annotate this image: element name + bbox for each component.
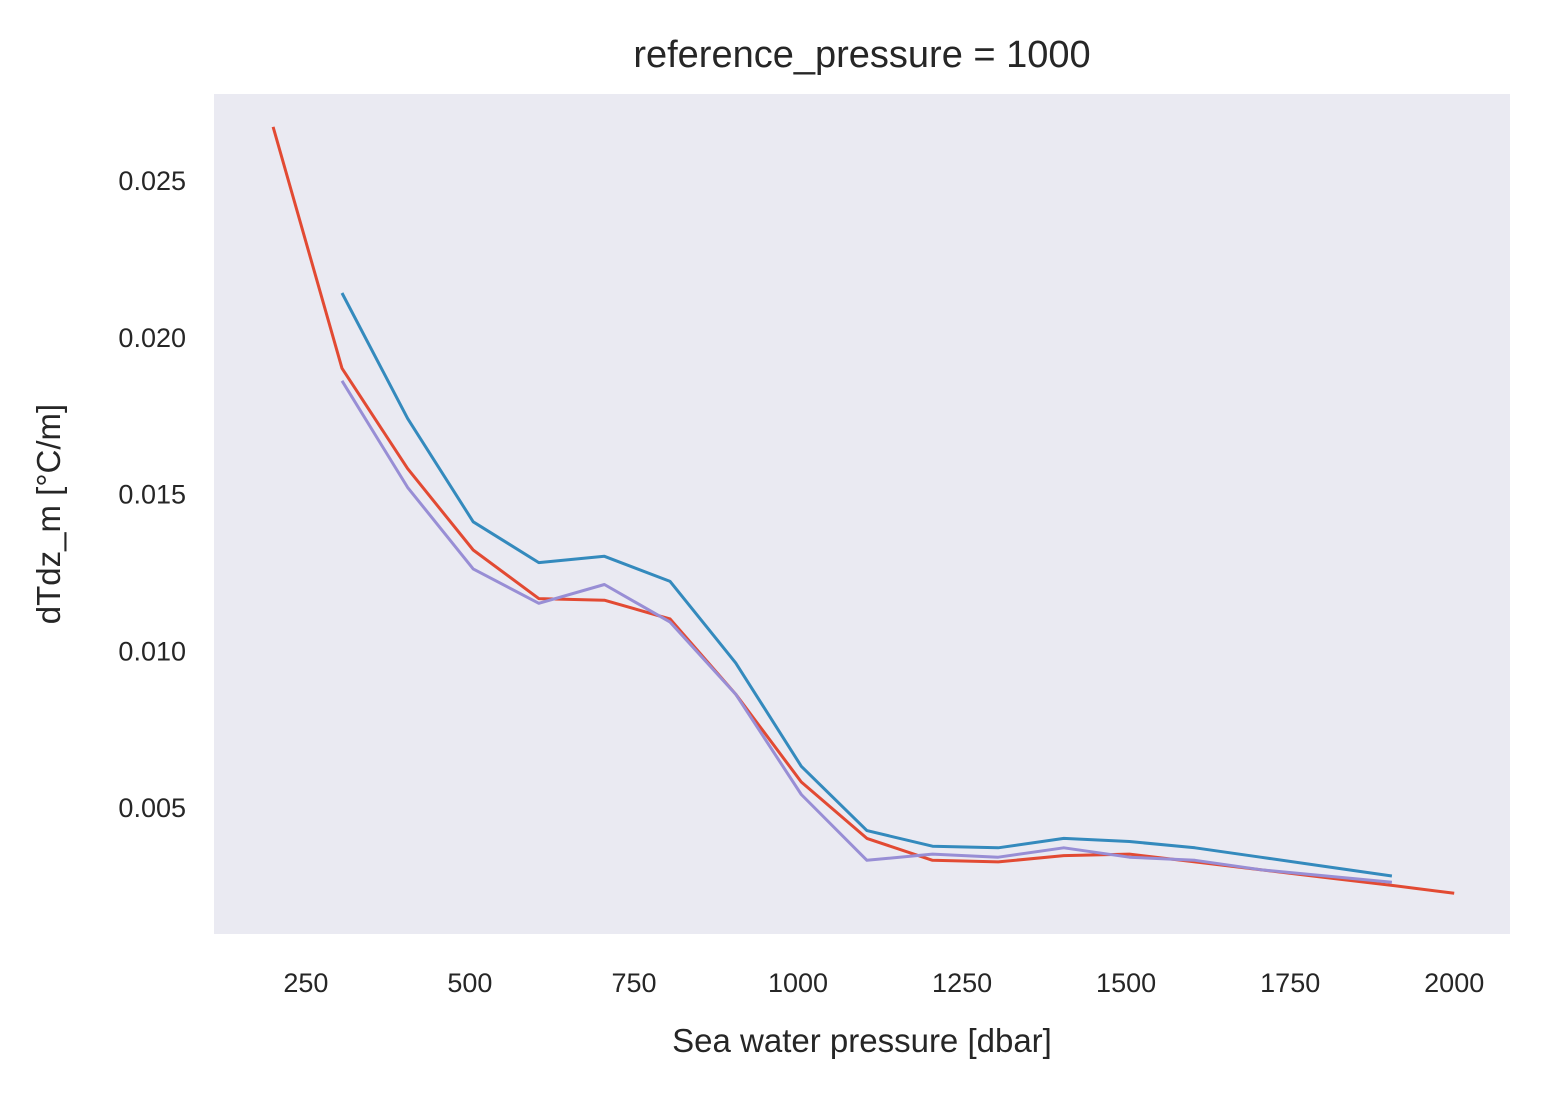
series-layer [271, 126, 1455, 895]
x-axis-ticks: 250 500 750 1000 1250 1500 1750 2000 [283, 968, 1484, 998]
series-line-purple [340, 380, 1393, 884]
y-tick-label: 0.010 [118, 636, 186, 666]
chart-title: reference_pressure = 1000 [633, 34, 1090, 76]
y-axis-ticks: 0.005 0.010 0.015 0.020 0.025 [118, 166, 186, 823]
plot-background [214, 94, 1510, 934]
x-tick-label: 750 [611, 968, 656, 998]
x-tick-label: 2000 [1424, 968, 1484, 998]
y-tick-label: 0.020 [118, 323, 186, 353]
y-tick-label: 0.025 [118, 166, 186, 196]
y-tick-label: 0.005 [118, 793, 186, 823]
y-tick-label: 0.015 [118, 480, 186, 510]
x-tick-label: 1500 [1096, 968, 1156, 998]
x-tick-label: 1000 [768, 968, 828, 998]
x-tick-label: 500 [447, 968, 492, 998]
x-tick-label: 1250 [932, 968, 992, 998]
series-line-blue [340, 292, 1393, 878]
y-axis-label: dTdz_m [°C/m] [30, 404, 67, 624]
x-axis-label: Sea water pressure [dbar] [672, 1022, 1052, 1059]
x-tick-label: 250 [283, 968, 328, 998]
x-tick-label: 1750 [1260, 968, 1320, 998]
